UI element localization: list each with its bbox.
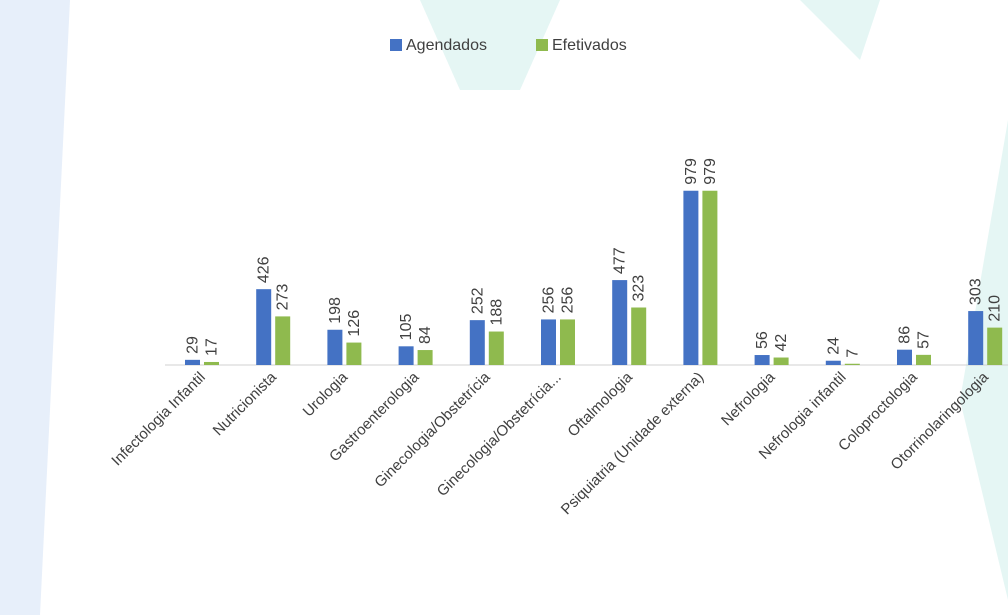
data-label: 24 bbox=[825, 337, 842, 355]
data-label: 252 bbox=[469, 287, 486, 314]
bar bbox=[968, 311, 984, 365]
data-label: 210 bbox=[987, 295, 1004, 322]
data-label: 17 bbox=[204, 338, 221, 356]
bar bbox=[204, 361, 219, 365]
bar bbox=[327, 329, 343, 365]
bar bbox=[417, 350, 433, 365]
bar bbox=[916, 354, 931, 365]
bar bbox=[987, 327, 1003, 365]
x-tick-label: Infectologia Infantil bbox=[108, 369, 208, 469]
data-label: 188 bbox=[488, 299, 505, 326]
x-tick-label: Ginecologia/Obstetrícia bbox=[371, 368, 494, 491]
bar bbox=[754, 355, 770, 365]
legend-label: Agendados bbox=[406, 37, 487, 54]
x-tick-label: Oftalmologia bbox=[564, 368, 636, 440]
x-tick-label: Urologia bbox=[300, 368, 352, 420]
legend: Agendados Efetivados bbox=[390, 37, 627, 54]
data-label: 42 bbox=[773, 334, 790, 352]
bar bbox=[469, 320, 485, 365]
bar bbox=[185, 359, 200, 365]
bar bbox=[275, 316, 291, 365]
bar bbox=[541, 319, 556, 365]
legend-swatch bbox=[536, 39, 548, 51]
bar bbox=[683, 190, 699, 365]
bar bbox=[844, 363, 860, 365]
data-label: 979 bbox=[702, 158, 719, 185]
data-label: 57 bbox=[916, 331, 933, 349]
x-tick-label: Nutricionista bbox=[210, 368, 281, 439]
data-label: 198 bbox=[327, 297, 344, 324]
data-label: 29 bbox=[185, 336, 202, 354]
bar bbox=[398, 346, 414, 365]
bar bbox=[560, 319, 575, 365]
bar bbox=[346, 342, 362, 365]
data-label: 256 bbox=[560, 287, 577, 314]
data-label: 303 bbox=[968, 278, 985, 305]
bar bbox=[773, 357, 789, 365]
legend-swatch bbox=[390, 39, 402, 51]
data-label: 979 bbox=[683, 158, 700, 185]
bar bbox=[825, 360, 841, 365]
x-tick-label: Nefrologia bbox=[718, 368, 779, 429]
data-label: 56 bbox=[754, 331, 771, 349]
bar bbox=[702, 190, 718, 365]
data-label: 273 bbox=[275, 284, 292, 311]
bar bbox=[256, 289, 272, 365]
bar bbox=[612, 280, 628, 365]
data-label: 126 bbox=[346, 310, 363, 337]
data-label: 256 bbox=[541, 287, 558, 314]
x-tick-label: Psiquiatria (Unidade externa) bbox=[558, 369, 707, 518]
data-label: 426 bbox=[256, 256, 273, 283]
data-label: 7 bbox=[844, 349, 861, 358]
bar bbox=[488, 331, 504, 365]
data-label: 84 bbox=[417, 326, 434, 344]
data-label: 86 bbox=[897, 326, 914, 344]
legend-label: Efetivados bbox=[552, 37, 627, 54]
x-tick-label: Ginecologia/Obstetrícia... bbox=[434, 369, 565, 500]
bar bbox=[897, 349, 912, 365]
data-label: 477 bbox=[612, 247, 629, 274]
bar bbox=[631, 307, 647, 365]
data-label: 105 bbox=[398, 314, 415, 341]
data-label: 323 bbox=[631, 275, 648, 302]
